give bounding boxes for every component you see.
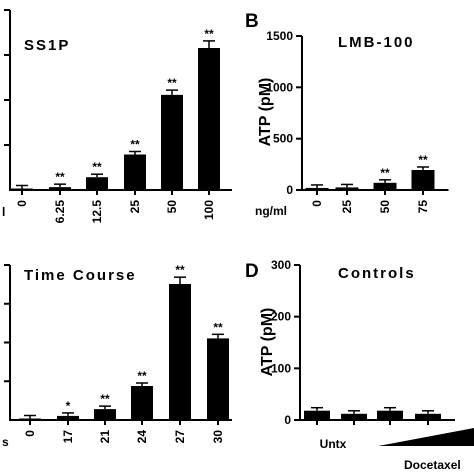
bar — [94, 409, 116, 420]
x-tick-label: 24 — [135, 430, 149, 444]
panel-title: SS1P — [24, 37, 70, 54]
x-tick-label: 12.5 — [90, 200, 104, 224]
y-axis-label: ATP (pM) — [259, 308, 276, 377]
panel-4: 0 100 200 300 Controls D ATP (pM) Untx Docetaxel — [245, 258, 474, 472]
y-axis-label: ATP (pM) — [257, 78, 274, 147]
y-tick-label: 0 — [286, 183, 293, 197]
panel-title: Controls — [338, 265, 416, 282]
bar — [198, 48, 220, 190]
significance-marker: ** — [130, 138, 140, 152]
bar — [57, 415, 79, 420]
x-tick-label: 0 — [15, 200, 29, 207]
y-tick-label: 0 — [284, 413, 291, 427]
x-tick-label: 25 — [340, 200, 354, 214]
significance-marker: * — [66, 399, 71, 413]
panel-title: LMB-100 — [338, 34, 415, 51]
x-tick-label: 75 — [416, 200, 430, 214]
x-tick-label: 17 — [61, 430, 75, 444]
x-tick-label: 0 — [310, 200, 324, 207]
x-tick-label: Untx — [320, 437, 347, 451]
y-tick-label: 1000 — [266, 80, 293, 94]
gradient-wedge — [378, 428, 474, 446]
significance-marker: ** — [92, 160, 102, 174]
bar — [11, 188, 33, 190]
bar — [207, 338, 229, 420]
significance-marker: ** — [418, 153, 428, 167]
bar — [86, 177, 108, 190]
x-tick-label: 25 — [128, 200, 142, 214]
x-tick-label: 50 — [378, 200, 392, 214]
y-tick-label: 200 — [271, 310, 291, 324]
bar — [161, 94, 183, 190]
significance-marker: ** — [213, 320, 223, 334]
x-tick-label: 30 — [211, 430, 225, 444]
gradient-label: Docetaxel — [404, 458, 461, 472]
bar — [49, 187, 71, 190]
significance-marker: ** — [100, 392, 110, 406]
y-tick-label: 1500 — [266, 29, 293, 43]
x-tick-label: 27 — [173, 430, 187, 444]
x-unit-label: ng/ml — [255, 204, 287, 218]
bar — [169, 284, 191, 420]
x-unit-label: s — [2, 435, 9, 449]
significance-marker: ** — [167, 76, 177, 90]
bar — [124, 154, 146, 190]
panel-letter: B — [245, 11, 259, 32]
bar — [305, 187, 329, 190]
significance-marker: ** — [204, 27, 214, 41]
y-tick-label: 500 — [273, 132, 293, 146]
x-tick-label: 21 — [98, 430, 112, 444]
x-tick-label: 0 — [23, 430, 37, 437]
x-unit-label: l — [2, 205, 5, 219]
bar — [415, 413, 441, 420]
bar — [411, 169, 435, 190]
significance-marker: ** — [380, 166, 390, 180]
bar — [373, 182, 397, 190]
bar — [131, 386, 153, 420]
y-tick-label: 300 — [271, 258, 291, 272]
panel-1: 0 ** 6.25 ** 12.5 ** 25 ** 50 ** 100 SS1P l — [2, 9, 232, 224]
bar — [304, 410, 330, 420]
x-tick-label: 6.25 — [53, 200, 67, 224]
x-tick-label: 100 — [202, 200, 216, 220]
significance-marker: ** — [55, 170, 65, 184]
panel-letter: D — [245, 261, 259, 282]
panel-2: 0 500 1000 1500 0 25 ** 50 ** 75 LMB-100 B ATP (pM) n… — [245, 11, 449, 218]
bar — [19, 418, 41, 420]
bar — [335, 187, 359, 190]
x-tick-label: 50 — [165, 200, 179, 214]
significance-marker: ** — [175, 263, 185, 277]
bar — [377, 410, 403, 420]
significance-marker: ** — [137, 369, 147, 383]
y-tick-label: 100 — [271, 361, 291, 375]
panel-title: Time Course — [24, 267, 137, 284]
bar — [341, 413, 367, 420]
panel-3: 0 * 17 ** 21 ** 24 ** 27 ** 30 Time Course s — [2, 263, 232, 449]
